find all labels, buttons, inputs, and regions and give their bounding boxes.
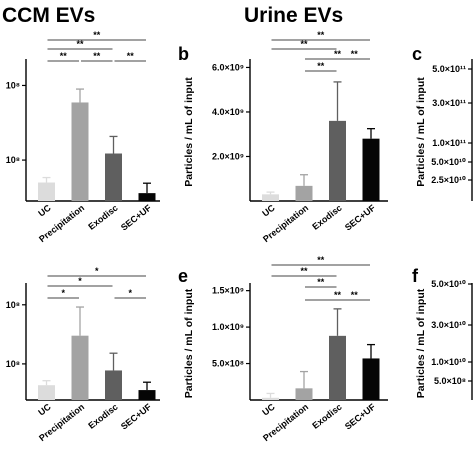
y-tick-label-f-1: 3.0×10¹⁰ bbox=[431, 320, 466, 330]
significance-label-b-2: ** bbox=[317, 61, 325, 71]
y-tick-label-f-3: 5.0×10⁸ bbox=[434, 376, 466, 386]
y-axis-label-b: Particles / mL of input bbox=[183, 77, 195, 187]
category-label-d-2: Exodisc bbox=[86, 402, 119, 431]
category-label-e-3: SEC+UF bbox=[343, 401, 378, 431]
bar-d-2 bbox=[105, 370, 122, 400]
bar-d-3 bbox=[138, 390, 156, 400]
category-label-b-2: Exodisc bbox=[310, 203, 343, 232]
significance-label-b-3: ** bbox=[351, 49, 359, 59]
significance-label-a-2: ** bbox=[93, 30, 101, 40]
significance-label-a-4: ** bbox=[127, 51, 135, 61]
significance-label-d-0: * bbox=[61, 288, 65, 298]
bar-b-0 bbox=[262, 194, 279, 201]
y-tick-label-f-2: 1.0×10¹⁰ bbox=[431, 357, 466, 367]
bar-b-2 bbox=[329, 120, 346, 201]
heading-ccm-evs: CCM EVs bbox=[2, 4, 95, 27]
panel-letter-e: e bbox=[178, 266, 188, 286]
significance-label-e-1: ** bbox=[300, 266, 308, 276]
y-tick-label-c-1: 3.0×10¹¹ bbox=[432, 98, 466, 108]
y-tick-label-e-2: 1.5×10⁹ bbox=[212, 286, 244, 296]
panel-c: 5.0×10¹¹ 3.0×10¹¹ 1.0×10¹¹ 5.0×10¹⁰ 2.5×10¹⁰… bbox=[415, 59, 473, 201]
y-tick-label-c-4: 2.5×10¹⁰ bbox=[431, 175, 466, 185]
y-tick-label-e-1: 1.0×10⁹ bbox=[212, 322, 244, 332]
significance-label-b-4: ** bbox=[334, 49, 342, 59]
significance-label-a-1: ** bbox=[76, 39, 84, 49]
significance-label-e-4: ** bbox=[334, 290, 342, 300]
category-label-b-3: SEC+UF bbox=[343, 202, 378, 232]
bar-e-2 bbox=[329, 335, 346, 400]
y-tick-label-b-1: 4.0×10⁹ bbox=[212, 107, 244, 117]
category-label-e-2: Exodisc bbox=[310, 402, 343, 431]
y-tick-label-a-0: 10⁸ bbox=[6, 155, 20, 165]
bar-b-3 bbox=[362, 138, 380, 201]
category-label-d-0: UC bbox=[36, 401, 53, 417]
y-tick-label-c-0: 5.0×10¹¹ bbox=[432, 64, 466, 74]
significance-label-e-3: ** bbox=[351, 290, 359, 300]
y-axis-label-c: Particles / mL of input bbox=[415, 77, 427, 187]
panel-letter-c: c bbox=[412, 44, 422, 64]
category-label-d-3: SEC+UF bbox=[119, 401, 154, 431]
bar-a-3 bbox=[138, 193, 156, 201]
significance-label-d-2: * bbox=[95, 266, 99, 276]
y-tick-label-c-3: 5.0×10¹⁰ bbox=[431, 157, 466, 167]
significance-label-a-0: ** bbox=[60, 51, 68, 61]
heading-urine-evs: Urine EVs bbox=[244, 4, 343, 27]
significance-label-e-2: ** bbox=[317, 277, 325, 287]
bar-a-1 bbox=[71, 102, 89, 201]
y-tick-label-f-0: 5.0×10¹⁰ bbox=[431, 279, 466, 289]
bar-e-1 bbox=[295, 388, 313, 400]
significance-label-e-0: ** bbox=[317, 255, 325, 265]
panel-e: 5.0×10⁸ 1.0×10⁹ 1.5×10⁹ Particles / mL of i… bbox=[183, 255, 388, 443]
bar-b-1 bbox=[295, 185, 313, 201]
category-label-a-3: SEC+UF bbox=[119, 202, 154, 232]
y-tick-label-c-2: 1.0×10¹¹ bbox=[432, 138, 466, 148]
bar-e-3 bbox=[362, 358, 380, 400]
category-label-a-0: UC bbox=[36, 202, 53, 218]
y-tick-label-b-2: 6.0×10⁹ bbox=[212, 62, 244, 72]
bar-d-0 bbox=[38, 385, 55, 400]
y-axis-label-f: Particles / mL of input bbox=[415, 288, 427, 398]
bar-e-0 bbox=[262, 397, 279, 400]
bar-a-0 bbox=[38, 182, 55, 201]
y-tick-label-d-0: 10⁸ bbox=[6, 359, 20, 369]
y-axis-label-e: Particles / mL of input bbox=[183, 288, 195, 398]
category-label-e-0: UC bbox=[260, 401, 277, 417]
y-tick-label-b-0: 2.0×10⁹ bbox=[212, 151, 244, 161]
bar-a-2 bbox=[105, 153, 122, 201]
panel-letter-b: b bbox=[178, 44, 189, 64]
category-label-a-2: Exodisc bbox=[86, 203, 119, 232]
y-tick-label-e-0: 5.0×10⁸ bbox=[212, 359, 244, 369]
significance-label-d-1: * bbox=[78, 276, 82, 286]
bar-d-1 bbox=[71, 335, 89, 400]
panel-b: 2.0×10⁹ 4.0×10⁹ 6.0×10⁹ Particles / mL of i… bbox=[183, 30, 388, 244]
panel-letter-f: f bbox=[412, 266, 419, 286]
y-tick-label-d-1: 10⁸ bbox=[6, 300, 20, 310]
category-label-b-0: UC bbox=[260, 202, 277, 218]
significance-label-b-1: ** bbox=[300, 39, 308, 49]
significance-label-a-3: ** bbox=[93, 51, 101, 61]
y-tick-label-a-1: 10⁸ bbox=[6, 80, 20, 90]
significance-label-b-0: ** bbox=[317, 30, 325, 40]
panel-f: 5.0×10¹⁰ 3.0×10¹⁰ 1.0×10¹⁰ 5.0×10⁸ Particles… bbox=[415, 279, 473, 400]
significance-label-d-3: * bbox=[128, 288, 132, 298]
